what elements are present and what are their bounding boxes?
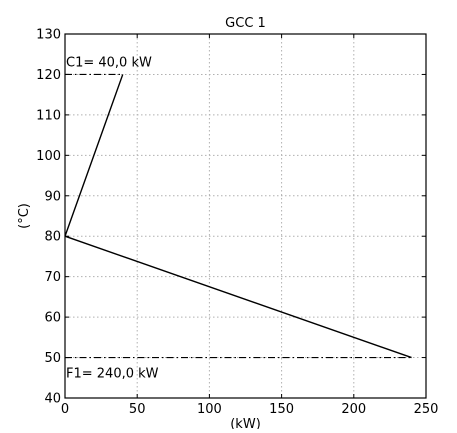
- annotation-label: C1= 40,0 kW: [66, 55, 152, 70]
- y-tick-label: 70: [44, 270, 61, 285]
- y-tick-label: 90: [44, 189, 61, 204]
- plot-frame: [64, 33, 427, 399]
- axis-ticks: 0 50 100 150 200 250 40 50 60 70 80 90 100 110 120 130: [36, 28, 438, 418]
- x-tick-label: 200: [341, 402, 366, 417]
- x-tick-label: 250: [414, 402, 439, 417]
- y-tick-label: 40: [44, 392, 61, 407]
- y-axis-label: (°C): [17, 203, 32, 229]
- series-lines: [64, 74, 412, 359]
- annotation-label: F1= 240,0 kW: [66, 367, 159, 382]
- y-tick-label: 120: [36, 68, 61, 83]
- y-tick-label: 60: [44, 311, 61, 326]
- x-tick-label: 150: [269, 402, 294, 417]
- x-tick-label: 100: [197, 402, 222, 417]
- y-tick-label: 110: [36, 108, 61, 123]
- x-tick-label: 0: [61, 402, 69, 417]
- series-line: [64, 235, 412, 359]
- x-tick-label: 50: [129, 402, 146, 417]
- y-tick-label: 80: [44, 230, 61, 245]
- reference-lines: [65, 73, 412, 359]
- series-line: [64, 74, 124, 237]
- annotations: C1= 40,0 kW F1= 240,0 kW: [66, 55, 159, 381]
- y-tick-label: 130: [36, 28, 61, 43]
- x-axis-label: (kW): [230, 417, 261, 429]
- y-tick-label: 100: [36, 149, 61, 164]
- y-tick-label: 50: [44, 351, 61, 366]
- chart-title: GCC 1: [225, 16, 266, 31]
